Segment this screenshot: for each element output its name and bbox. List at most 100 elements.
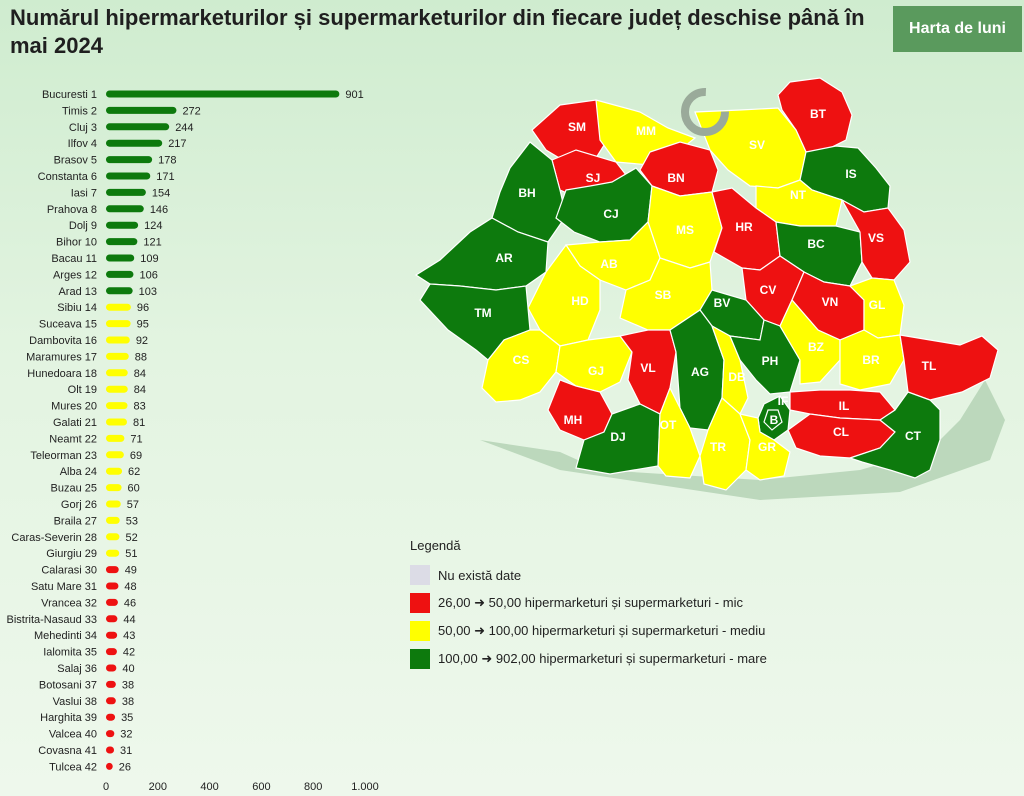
county-label: DJ bbox=[610, 430, 625, 444]
map-shadow bbox=[480, 380, 1005, 500]
bar bbox=[106, 566, 119, 574]
county-region bbox=[527, 243, 601, 347]
bar bbox=[106, 664, 117, 672]
county-label: GL bbox=[869, 298, 886, 312]
county-label: OT bbox=[660, 418, 677, 432]
bar-category-label: Teleorman 23 bbox=[30, 450, 97, 462]
bar bbox=[106, 320, 131, 328]
bar-category-label: Galati 21 bbox=[53, 417, 97, 429]
bar-chart: Bucuresti 1 901 Timis 2 272 Cluj 3 244 Ilfov 4… bbox=[7, 89, 379, 793]
bar-category-label: Satu Mare 31 bbox=[31, 581, 97, 593]
county-label: TR bbox=[710, 440, 726, 454]
bar-value-label: 52 bbox=[125, 532, 137, 544]
county-label: IF bbox=[778, 394, 789, 408]
bar-value-label: 88 bbox=[135, 351, 147, 363]
bar-category-label: Braila 27 bbox=[54, 515, 97, 527]
county-label: BT bbox=[810, 107, 827, 121]
bar-category-label: Constanta 6 bbox=[38, 171, 97, 183]
legend-swatch bbox=[410, 649, 430, 669]
bar-category-label: Mures 20 bbox=[51, 401, 97, 413]
bar-value-label: 32 bbox=[120, 729, 132, 741]
bar bbox=[106, 418, 127, 426]
bar bbox=[106, 467, 123, 475]
bar-category-label: Brasov 5 bbox=[54, 155, 97, 167]
county-label: CS bbox=[513, 353, 530, 367]
bar-value-label: 42 bbox=[123, 647, 135, 659]
bar-category-label: Dolj 9 bbox=[69, 220, 97, 232]
county-label: BN bbox=[667, 171, 684, 185]
bar-value-label: 53 bbox=[126, 515, 138, 527]
bar bbox=[106, 598, 118, 606]
legend-item: Nu există date bbox=[410, 561, 830, 589]
bar-category-label: Bihor 10 bbox=[56, 237, 97, 249]
bar bbox=[106, 484, 122, 492]
bar-category-label: Prahova 8 bbox=[47, 204, 97, 216]
bar-category-label: Giurgiu 29 bbox=[46, 548, 97, 560]
bar bbox=[106, 369, 128, 377]
county-region bbox=[839, 329, 905, 391]
bar-category-label: Gorj 26 bbox=[61, 499, 97, 511]
bar-category-label: Vrancea 32 bbox=[41, 597, 97, 609]
bar-category-label: Vaslui 38 bbox=[53, 696, 97, 708]
x-tick-label: 400 bbox=[200, 781, 218, 793]
bar-value-label: 154 bbox=[152, 187, 170, 199]
bar-value-label: 272 bbox=[182, 105, 200, 117]
county-label: DB bbox=[728, 370, 746, 384]
bar-category-label: Arges 12 bbox=[53, 269, 97, 281]
county-label: GR bbox=[758, 440, 776, 454]
bar bbox=[106, 533, 120, 541]
map-regions bbox=[414, 77, 999, 491]
bar-value-label: 103 bbox=[139, 286, 157, 298]
bar-value-label: 95 bbox=[137, 319, 149, 331]
bar bbox=[106, 188, 146, 196]
legend-label: 50,00 ➜ 100,00 hipermarketuri și superma… bbox=[438, 623, 766, 638]
bar-category-label: Buzau 25 bbox=[51, 483, 97, 495]
county-label: CL bbox=[833, 425, 849, 439]
bar bbox=[106, 238, 138, 246]
county-region bbox=[739, 413, 791, 481]
bar-value-label: 60 bbox=[128, 483, 140, 495]
bar-value-label: 217 bbox=[168, 138, 186, 150]
bar-category-label: Covasna 41 bbox=[38, 745, 97, 757]
bar bbox=[106, 680, 116, 688]
bar bbox=[106, 697, 116, 705]
county-region bbox=[840, 198, 911, 281]
bar bbox=[106, 303, 131, 311]
bar bbox=[106, 287, 133, 295]
county-label: SJ bbox=[586, 171, 601, 185]
legend-label: 26,00 ➜ 50,00 hipermarketuri și supermar… bbox=[438, 595, 743, 610]
county-label: VN bbox=[822, 295, 839, 309]
bar-category-label: Bucuresti 1 bbox=[42, 89, 97, 101]
bar-value-label: 83 bbox=[133, 401, 145, 413]
legend-swatch bbox=[410, 621, 430, 641]
map-legend: Legendă Nu există date 26,00 ➜ 50,00 hip… bbox=[410, 538, 830, 673]
county-label: BH bbox=[518, 186, 535, 200]
county-label: TL bbox=[922, 359, 937, 373]
bar-category-label: Timis 2 bbox=[62, 105, 97, 117]
bar bbox=[106, 713, 116, 721]
county-label: SB bbox=[655, 288, 672, 302]
bar-category-label: Calarasi 30 bbox=[41, 565, 97, 577]
bar bbox=[106, 205, 144, 213]
bar-value-label: 106 bbox=[139, 269, 157, 281]
bar-category-label: Valcea 40 bbox=[49, 729, 97, 741]
county-label: MH bbox=[564, 413, 583, 427]
bar bbox=[106, 254, 135, 262]
bar-category-label: Botosani 37 bbox=[39, 679, 97, 691]
bar-category-label: Alba 24 bbox=[60, 466, 97, 478]
county-label: B bbox=[770, 413, 779, 427]
county-label: IS bbox=[845, 167, 856, 181]
bar-category-label: Bistrita-Nasaud 33 bbox=[7, 614, 98, 626]
bar-value-label: 109 bbox=[140, 253, 158, 265]
county-label: BV bbox=[714, 296, 731, 310]
page-title: Numărul hipermarketurilor și supermarket… bbox=[10, 5, 865, 58]
county-label: BZ bbox=[808, 340, 824, 354]
bar bbox=[106, 549, 120, 557]
bar bbox=[106, 221, 139, 229]
county-label: AB bbox=[600, 257, 618, 271]
county-region bbox=[848, 391, 941, 479]
county-label: CJ bbox=[603, 207, 618, 221]
bar bbox=[106, 648, 117, 656]
bar-category-label: Hunedoara 18 bbox=[27, 368, 97, 380]
bar-value-label: 48 bbox=[124, 581, 136, 593]
